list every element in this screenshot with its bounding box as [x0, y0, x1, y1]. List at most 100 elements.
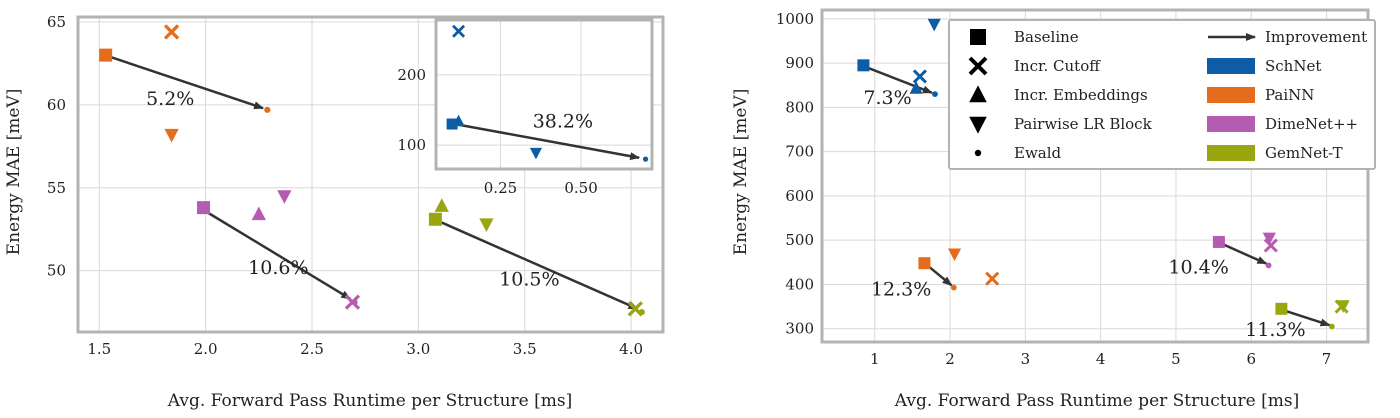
left-points: [99, 24, 645, 317]
y-tick-label: 900: [785, 54, 814, 72]
improvement-percent-label: 10.6%: [248, 257, 308, 279]
painn-dot-point: [950, 284, 957, 291]
legend-swatch-gemnet-t: [1207, 145, 1255, 161]
gemnet-t-dot-point: [1328, 323, 1335, 330]
y-tick-label: 200: [397, 66, 426, 84]
x-tick-label: 1: [870, 350, 880, 368]
improvement-arrow: [866, 66, 933, 94]
dimenet-cross-point: [1263, 238, 1278, 253]
left-plot-frame: [76, 15, 665, 334]
schnet-cross-point: [452, 24, 466, 38]
improvement-percent-label: 11.3%: [1245, 319, 1305, 341]
right-x-axis-label: Avg. Forward Pass Runtime per Structure …: [894, 391, 1299, 411]
dimenet-square-point: [197, 201, 211, 215]
left-y-ticks: 50 55 60 65: [47, 13, 66, 280]
improvement-percent-label: 10.4%: [1168, 256, 1228, 278]
improvement-arrow: [441, 221, 639, 310]
right-y-ticks: 300 400 500 600 700 800 900 1000: [776, 10, 814, 338]
schnet-triangle-up-point: [452, 114, 465, 127]
x-tick-label: 3: [1021, 350, 1031, 368]
schnet-cross-point: [912, 69, 927, 84]
left-x-ticks: 1.5 2.0 2.5 3.0 3.5 4.0: [87, 340, 643, 358]
legend-label-painn: PaiNN: [1265, 86, 1314, 104]
improvement-arrow: [926, 264, 953, 287]
dimenet-dot-point: [351, 299, 358, 306]
inset-y-ticks: 100 200: [397, 66, 426, 154]
gemnet-t-square-point: [428, 212, 442, 226]
gemnet-t-square-point: [1275, 302, 1288, 315]
schnet-dot-point: [932, 91, 938, 97]
legend-swatch-dimenet: [1207, 116, 1255, 132]
x-tick-label: 3.0: [406, 340, 430, 358]
x-tick-label: 2.5: [300, 340, 324, 358]
inset-grid: [436, 20, 652, 169]
improvement-percent-label: 12.3%: [871, 279, 931, 301]
schnet-square-point: [446, 118, 458, 130]
legend-marker-entries: Baseline Incr. Cutoff Incr. Embeddings Pair…: [968, 28, 1153, 162]
x-tick-label: 2.0: [194, 340, 218, 358]
right-points: [857, 18, 1350, 330]
legend-cross-icon: [968, 56, 988, 76]
right-y-axis-label: Energy MAE [meV]: [731, 89, 751, 256]
inset-arrows: 38.2%: [458, 111, 641, 161]
x-tick-label: 6: [1246, 350, 1256, 368]
painn-square-point: [918, 257, 931, 270]
x-tick-label: 0.50: [564, 179, 597, 197]
improvement-percent-label: 10.5%: [499, 269, 559, 291]
legend-triangle-up-icon: [969, 85, 987, 103]
improvement-arrow: [109, 55, 265, 110]
improvement-arrow: [1285, 309, 1331, 327]
y-tick-label: 400: [785, 275, 814, 293]
gemnet-t-dot-point: [638, 308, 645, 316]
schnet-triangle-down-point: [927, 18, 941, 32]
right-x-ticks: 1 2 3 4 5 6 7: [870, 350, 1331, 368]
legend-label-ewald: Ewald: [1014, 144, 1062, 162]
y-tick-label: 500: [785, 231, 814, 249]
painn-cross-point: [985, 271, 1000, 286]
y-tick-label: 100: [397, 136, 426, 154]
dimenet-triangle-down-point: [1262, 232, 1276, 246]
x-tick-label: 5: [1171, 350, 1181, 368]
dimenet-triangle-up-point: [251, 206, 266, 221]
improvement-arrow: [458, 123, 641, 161]
y-tick-label: 800: [785, 98, 814, 116]
painn-square-point: [99, 48, 113, 62]
legend-triangle-down-icon: [969, 116, 987, 134]
legend-improvement-label: Improvement: [1265, 28, 1367, 46]
schnet-triangle-down-point: [529, 147, 542, 160]
inset-frame: [434, 18, 654, 171]
schnet-dot-point: [642, 156, 649, 162]
left-arrows: 5.2% 10.6% 10.5%: [109, 55, 639, 310]
y-tick-label: 600: [785, 187, 814, 205]
legend-label-incr-cutoff: Incr. Cutoff: [1014, 57, 1101, 75]
painn-triangle-down-point: [164, 128, 179, 143]
x-tick-label: 2: [945, 350, 955, 368]
improvement-arrow: [1222, 243, 1268, 265]
y-tick-label: 55: [47, 179, 66, 197]
legend-label-baseline: Baseline: [1014, 28, 1079, 46]
x-tick-label: 3.5: [513, 340, 537, 358]
legend-box: [948, 19, 1376, 170]
dimenet-dot-point: [1265, 262, 1272, 269]
legend-label-schnet: SchNet: [1265, 57, 1321, 75]
x-tick-label: 4.0: [619, 340, 643, 358]
legend-label-incr-embeddings: Incr. Embeddings: [1014, 86, 1148, 104]
gemnet-t-triangle-up-point: [434, 198, 449, 212]
improvement-percent-label: 5.2%: [146, 88, 194, 110]
y-tick-label: 300: [785, 320, 814, 338]
x-tick-label: 1.5: [87, 340, 111, 358]
legend-square-icon: [970, 29, 986, 45]
schnet-square-point: [857, 59, 870, 72]
chart-left: 5.2% 10.6% 10.5% 1.5 2.0 2.5 3.0 3.5 4.0 50 55 60…: [4, 13, 665, 411]
legend-label-gemnet-t: GemNet-T: [1265, 144, 1343, 162]
painn-triangle-down-point: [947, 248, 962, 262]
improvement-percent-label: 7.3%: [863, 87, 911, 109]
inset-x-ticks: 0.25 0.50: [484, 179, 598, 197]
right-arrows: 7.3% 12.3% 10.4% 11.3%: [863, 66, 1331, 341]
legend-label-dimenet: DimeNet++: [1265, 115, 1358, 133]
gemnet-t-triangle-down-point: [479, 218, 494, 233]
y-tick-label: 1000: [776, 10, 814, 28]
legend-dot-icon: [974, 149, 982, 157]
gemnet-t-cross-point: [1334, 299, 1349, 314]
